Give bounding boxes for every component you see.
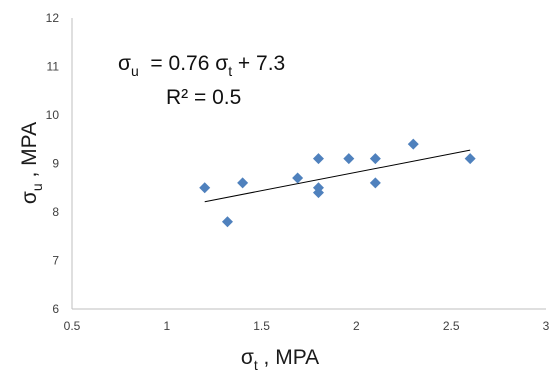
data-point bbox=[221, 216, 233, 228]
data-point bbox=[464, 153, 476, 165]
y-tick-label: 12 bbox=[46, 11, 60, 25]
y-tick-labels: 6 7 8 9 10 11 12 bbox=[46, 11, 60, 316]
y-tick-label: 7 bbox=[52, 254, 59, 268]
y-tick-label: 8 bbox=[52, 205, 59, 219]
data-point bbox=[369, 153, 381, 165]
data-point bbox=[369, 177, 381, 189]
x-tick-label: 2.5 bbox=[443, 319, 460, 333]
x-tick-label: 1 bbox=[163, 319, 170, 333]
x-tick-label: 0.5 bbox=[64, 319, 81, 333]
axes bbox=[71, 18, 546, 310]
data-point bbox=[199, 182, 211, 194]
x-axis-title: σt , MPA bbox=[241, 346, 319, 373]
y-tick-label: 6 bbox=[52, 302, 59, 316]
data-point bbox=[312, 153, 324, 165]
x-tick-labels: 0.5 1 1.5 2 2.5 3 bbox=[64, 319, 550, 333]
y-tick-label: 10 bbox=[46, 108, 60, 122]
regression-equation: σu = 0.76 σt + 7.3 bbox=[118, 52, 285, 79]
r-squared-label: R² = 0.5 bbox=[166, 86, 241, 109]
x-tick-label: 1.5 bbox=[253, 319, 270, 333]
data-point bbox=[343, 153, 355, 165]
data-point bbox=[312, 182, 324, 194]
x-tick-label: 2 bbox=[353, 319, 360, 333]
data-point bbox=[237, 177, 249, 189]
data-points bbox=[199, 138, 476, 228]
x-tick-label: 3 bbox=[543, 319, 550, 333]
y-axis-title: σu , MPA bbox=[18, 122, 45, 204]
data-point bbox=[292, 172, 304, 184]
y-tick-label: 9 bbox=[52, 157, 59, 171]
trendline bbox=[204, 149, 471, 203]
data-point bbox=[407, 138, 419, 150]
y-tick-label: 11 bbox=[47, 60, 60, 74]
